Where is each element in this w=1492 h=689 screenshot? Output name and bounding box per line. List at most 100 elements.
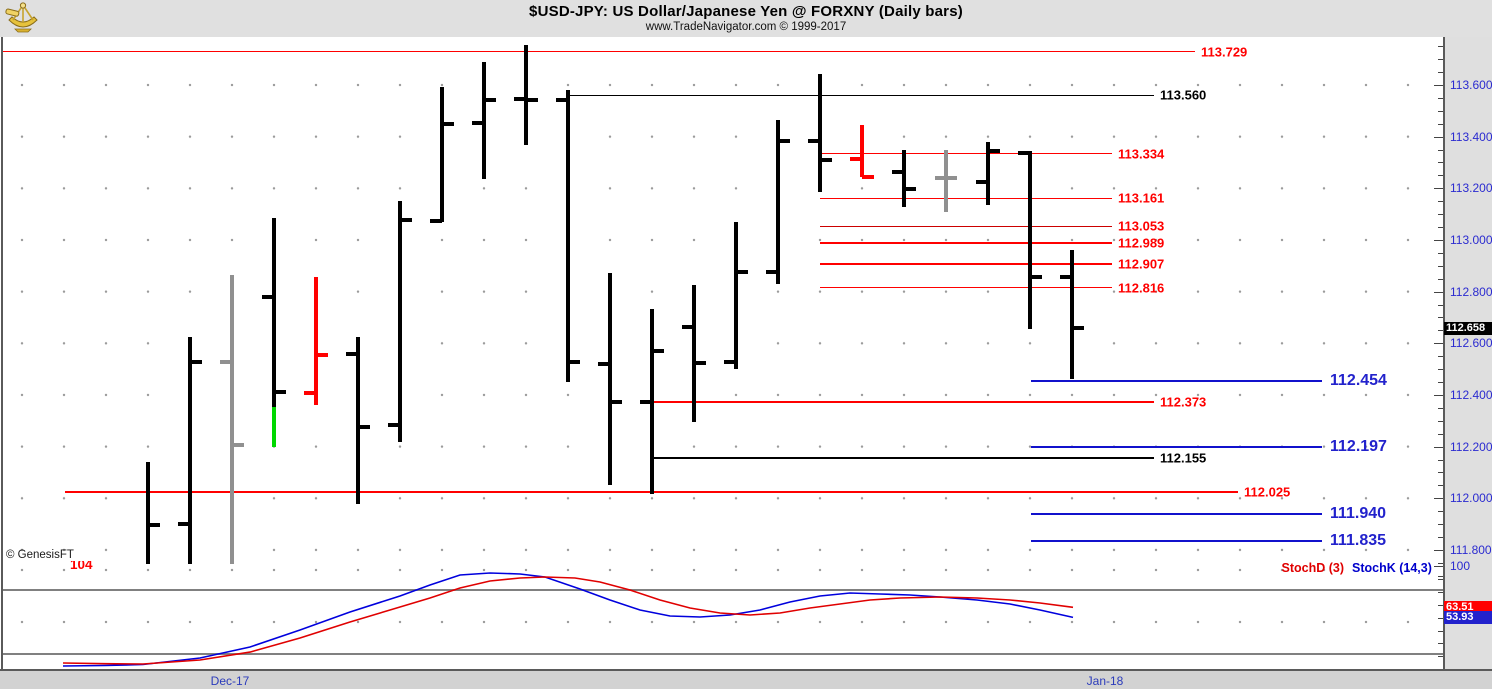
price-axis-strip [1445, 37, 1492, 669]
bar-open-tick [1018, 150, 1030, 155]
date-label-jan18: Jan-18 [1086, 674, 1124, 688]
axis-minor-tick [1438, 407, 1443, 409]
bar-range [986, 142, 990, 206]
axis-minor-tick [1438, 252, 1443, 254]
bar-close-tick [526, 97, 538, 102]
bar-cross-tick [935, 175, 957, 180]
axis-minor-tick [1438, 433, 1443, 435]
title-band [0, 0, 1492, 37]
bar-close-tick [988, 149, 1000, 154]
level-line-111.835 [1031, 539, 1322, 542]
stoch-80-gridline [3, 589, 1443, 591]
axis-minor-tick [1438, 149, 1443, 151]
stoch-axis-label-100: 100 [1450, 559, 1471, 573]
axis-minor-tick [1438, 304, 1443, 306]
level-line-113.334 [820, 152, 1112, 155]
level-label-112.907: 112.907 [1118, 256, 1165, 272]
axis-label-112.200: 112.200 [1450, 439, 1492, 454]
level-label-113.334: 113.334 [1118, 146, 1165, 162]
axis-minor-tick [1438, 175, 1443, 177]
axis-minor-tick [1438, 227, 1443, 229]
bar-range [566, 89, 570, 383]
plot-bottom-border [0, 669, 1492, 671]
bar-open-tick [304, 391, 316, 396]
bar-open-tick [640, 399, 652, 404]
axis-minor-tick [1438, 575, 1443, 577]
axis-label-112.400: 112.400 [1450, 387, 1492, 402]
bar-open-tick [430, 219, 442, 224]
level-line-112.816 [820, 286, 1112, 289]
bar-close-tick [1072, 326, 1084, 331]
bar-close-tick [1030, 274, 1042, 279]
axis-major-tick [1434, 343, 1443, 345]
axis-major-tick [1434, 549, 1443, 551]
axis-minor-tick [1438, 537, 1443, 539]
axis-minor-tick [1438, 123, 1443, 125]
axis-label-113.400: 113.400 [1450, 129, 1492, 144]
level-label-113.053: 113.053 [1118, 218, 1165, 234]
level-label-112.373: 112.373 [1160, 394, 1207, 410]
axis-label-113.200: 113.200 [1450, 181, 1492, 196]
bar-range [524, 44, 528, 145]
axis-minor-tick [1438, 59, 1443, 61]
axis-minor-tick [1438, 524, 1443, 526]
level-line-112.197 [1031, 446, 1322, 449]
axis-minor-tick [1438, 382, 1443, 384]
bar-open-tick [346, 352, 358, 357]
bar-close-tick [778, 139, 790, 144]
bar-close-tick [904, 187, 916, 192]
axis-label-113.600: 113.600 [1450, 78, 1492, 92]
bar-range [230, 275, 234, 565]
bar-range [902, 150, 906, 207]
stoch-axis-minor-tick [1438, 630, 1443, 632]
stoch-axis-major-tick [1434, 566, 1443, 567]
bar-open-tick [892, 170, 904, 175]
bar-close-tick [232, 443, 244, 448]
stoch-20-gridline [3, 653, 1443, 655]
bar-range [146, 462, 150, 565]
axis-major-tick [1434, 291, 1443, 293]
bar-open-tick [514, 96, 526, 101]
bar-range [314, 276, 318, 406]
axis-major-tick [1434, 136, 1443, 138]
bar-open-tick [472, 120, 484, 125]
bar-close-tick [274, 390, 286, 395]
axis-minor-tick [1438, 214, 1443, 216]
axis-minor-tick [1438, 278, 1443, 280]
axis-minor-tick [1438, 201, 1443, 203]
bar-close-tick [568, 360, 580, 365]
clipped-price-annotation: 104 [70, 561, 93, 572]
bar-green-segment [272, 406, 276, 448]
axis-minor-tick [1438, 420, 1443, 422]
bar-close-tick [820, 157, 832, 162]
axis-label-112.800: 112.800 [1450, 284, 1492, 299]
axis-minor-tick [1438, 356, 1443, 358]
bar-range [1028, 150, 1032, 330]
last-price-badge: 112.658 [1444, 321, 1492, 335]
level-line-112.454 [1031, 380, 1322, 382]
bar-range [356, 337, 360, 504]
bar-open-tick [1060, 274, 1072, 279]
bar-range [440, 86, 444, 222]
bar-close-tick [736, 270, 748, 274]
bar-open-tick [766, 270, 778, 274]
axis-minor-tick [1438, 459, 1443, 461]
date-axis-strip [0, 671, 1492, 689]
bar-close-tick [610, 399, 622, 404]
bar-range [482, 61, 486, 180]
level-line-113.161 [820, 197, 1112, 200]
stochk-value-badge: 53.93 [1444, 610, 1492, 624]
level-label-112.989: 112.989 [1118, 235, 1165, 251]
bar-range [608, 273, 612, 486]
axis-minor-tick [1438, 330, 1443, 332]
level-label-112.155: 112.155 [1160, 450, 1207, 466]
plot-left-border [1, 37, 3, 671]
axis-major-tick [1434, 498, 1443, 500]
date-label-dec17: Dec-17 [210, 674, 250, 688]
bar-open-tick [388, 422, 400, 427]
level-line-112.907 [820, 263, 1112, 265]
sextant-logo-icon [5, 2, 38, 33]
level-label-113.161: 113.161 [1118, 190, 1165, 206]
stoch-axis-minor-tick [1438, 591, 1443, 593]
stoch-axis-minor-tick [1438, 656, 1443, 658]
